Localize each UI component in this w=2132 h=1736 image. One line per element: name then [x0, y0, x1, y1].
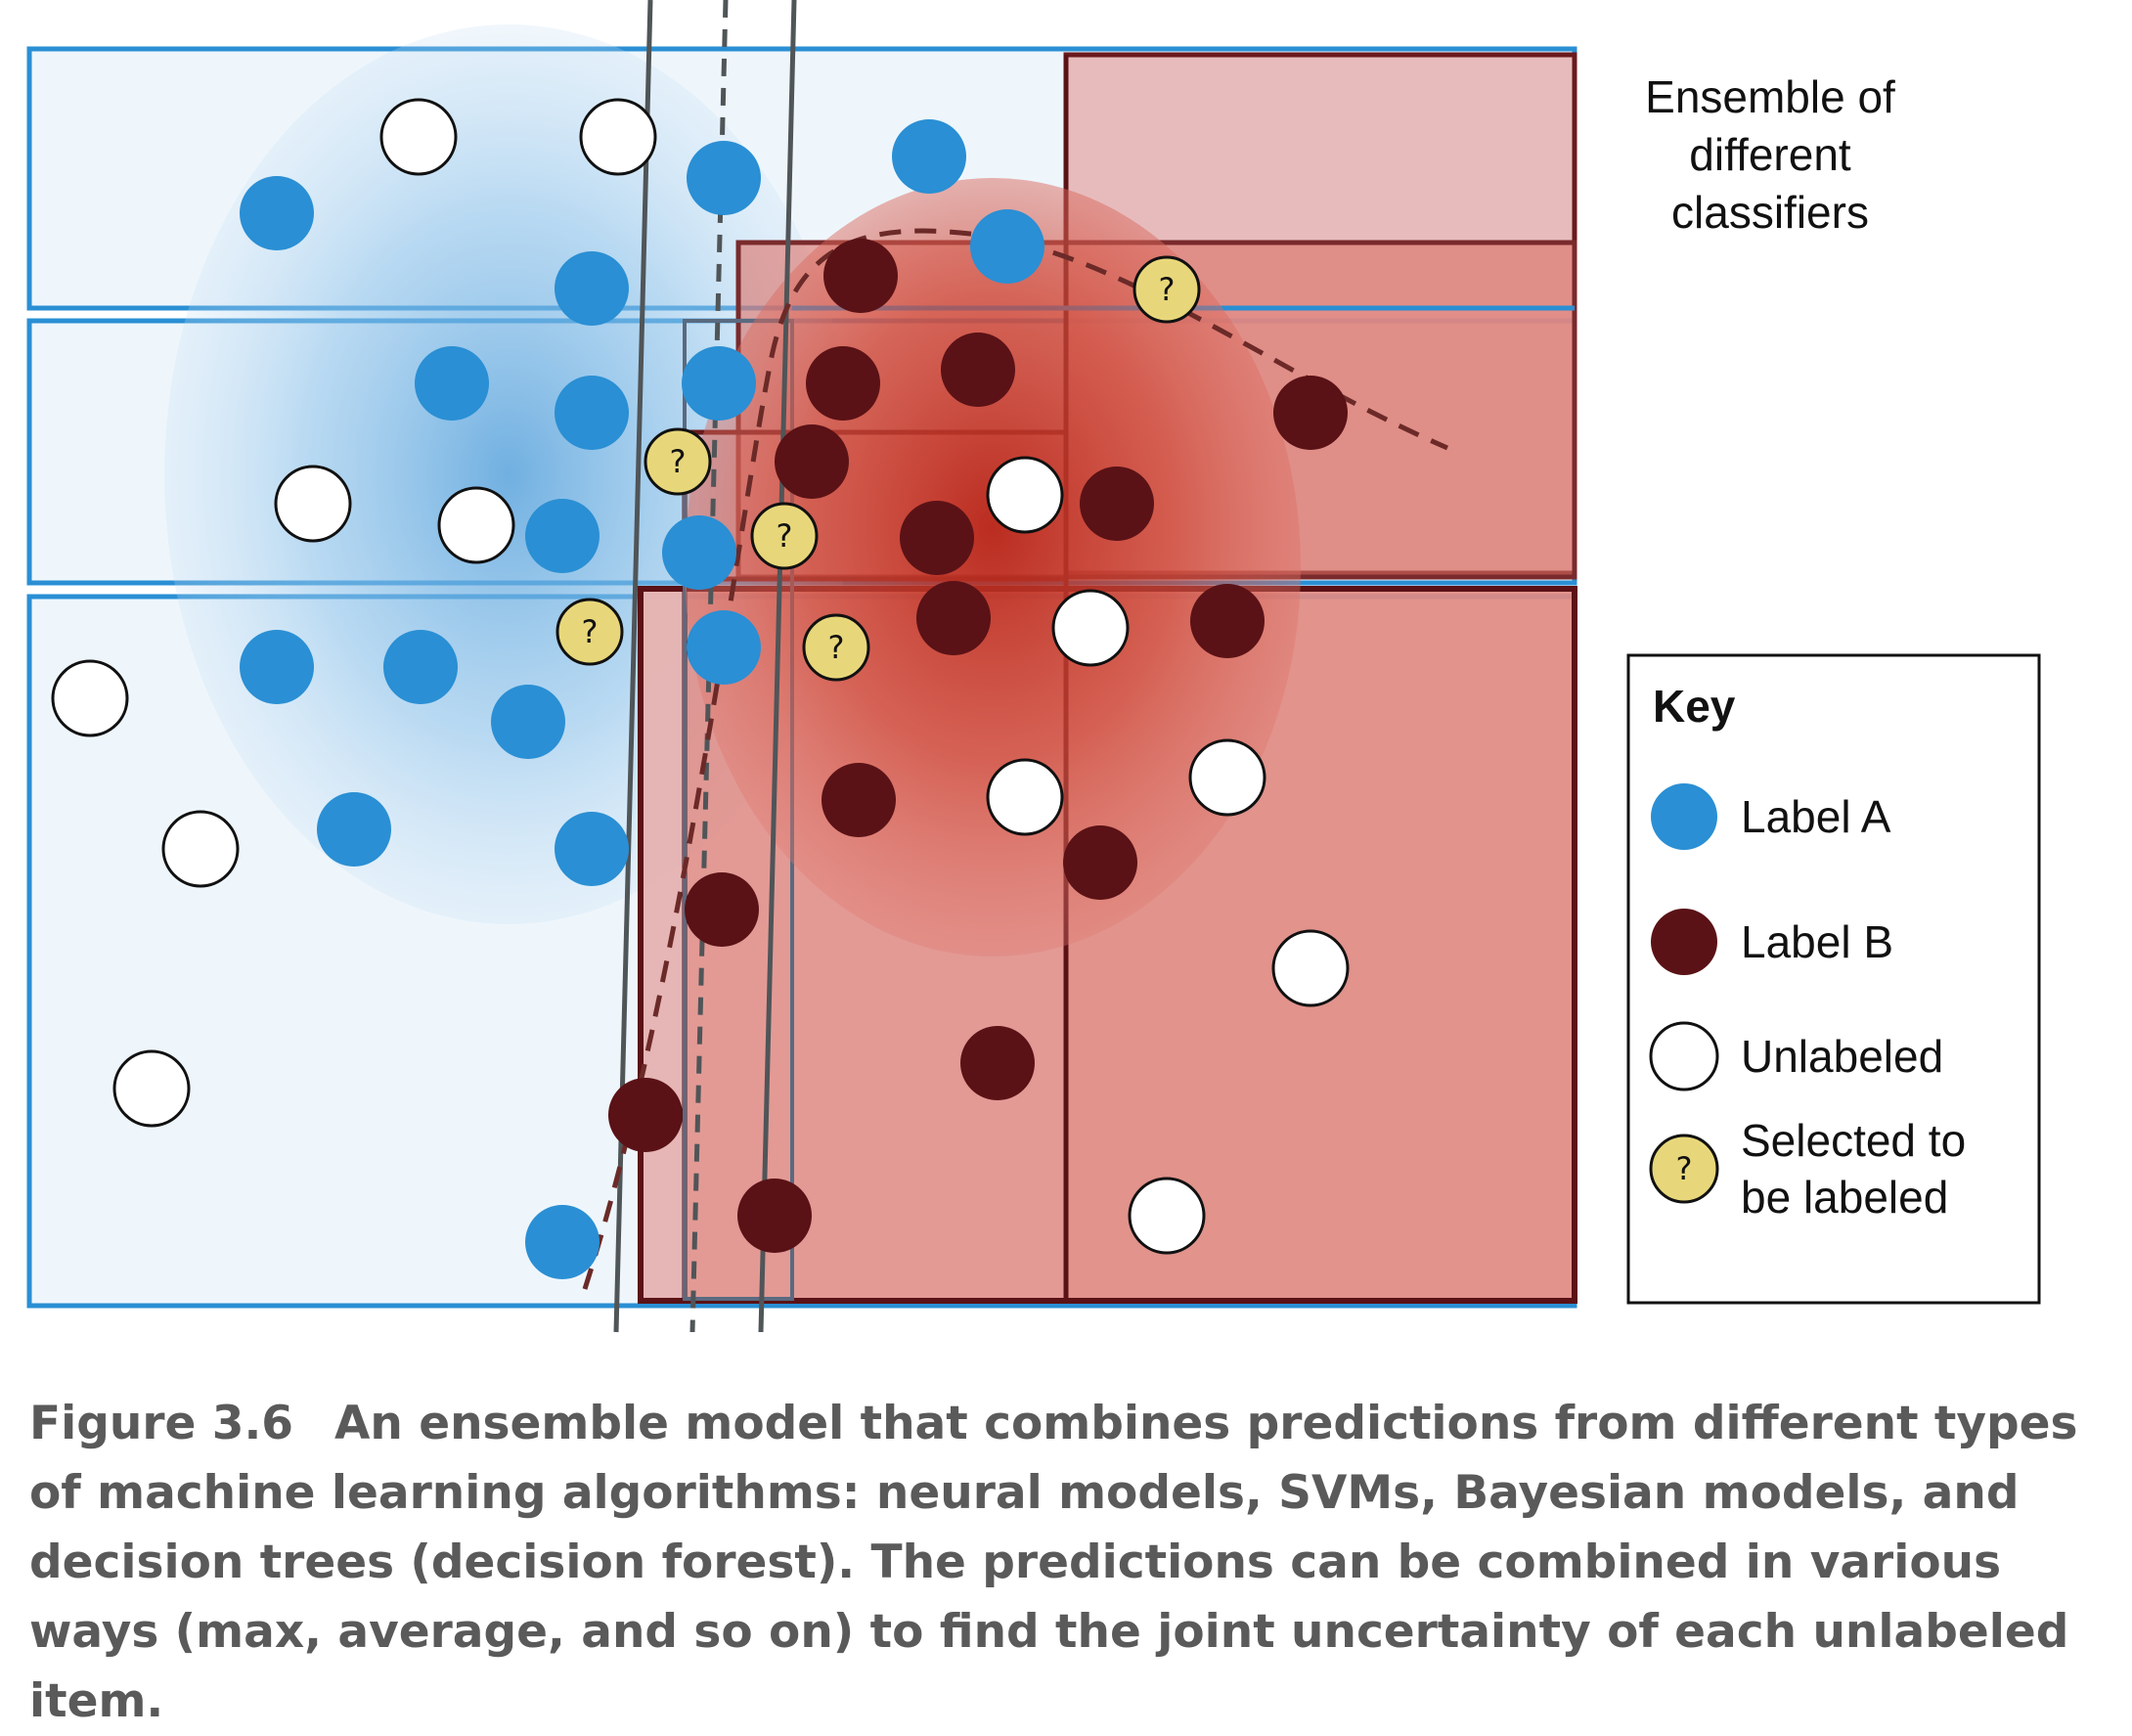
key-label: Label B [1741, 916, 1893, 967]
label-b-point [916, 581, 991, 655]
selected-point-mark: ? [1159, 271, 1176, 308]
label-a-point [491, 685, 565, 759]
unlabeled-point [274, 465, 352, 543]
label-a-point [525, 499, 600, 573]
label-b-point [960, 1026, 1035, 1100]
label-b-point [685, 872, 759, 947]
key-label-a-swatch [1651, 783, 1717, 850]
key-items: Label A Label B Unlabeled? Selected to be la… [1649, 783, 1966, 1223]
svm-margin-right [758, 0, 797, 1333]
label-b-point [1080, 467, 1154, 541]
label-a-point [662, 515, 736, 590]
label-a-point [240, 176, 314, 250]
label-a-point [240, 630, 314, 704]
red-region-strip [638, 586, 688, 1304]
key-label: be labeled [1741, 1172, 1948, 1223]
selected-point [644, 427, 712, 496]
key-title: Key [1653, 681, 1736, 732]
unlabeled-point [986, 758, 1064, 836]
selected-point-mark: ? [777, 517, 793, 555]
label-a-point [970, 209, 1044, 284]
unlabeled-point [579, 98, 657, 176]
unlabeled-point [161, 810, 240, 888]
ensemble-label-line: classifiers [1671, 187, 1869, 238]
label-a-point [555, 812, 629, 886]
label-b-point [608, 1078, 683, 1152]
figure-number: Figure 3.6 [29, 1397, 293, 1450]
label-b-point [775, 424, 849, 499]
label-b-point [1190, 584, 1265, 658]
figure-caption: Figure 3.6 An ensemble model that combine… [29, 1389, 2093, 1736]
unlabeled-point [379, 98, 458, 176]
key-box: Key Label A Label B Unlabeled? Selected to b… [1626, 653, 2041, 1305]
label-b-point [941, 333, 1015, 407]
label-a-point [555, 251, 629, 326]
label-a-point [415, 346, 489, 421]
key-selected-mark: ? [1676, 1150, 1693, 1187]
label-b-point [1063, 825, 1137, 900]
unlabeled-point [51, 659, 129, 737]
label-b-point [737, 1179, 812, 1253]
ensemble-figure: ????? Key Label A Label B Unlabeled? Select… [26, 0, 2078, 1728]
bayesian-boundary [582, 228, 1448, 1290]
selected-point [1133, 255, 1201, 324]
key-label-b-swatch [1651, 909, 1717, 975]
label-a-point [525, 1205, 600, 1279]
svm-hyperplane [689, 0, 729, 1333]
key-label: Unlabeled [1741, 1031, 1943, 1082]
label-b-point [1273, 376, 1348, 450]
selected-point [555, 598, 624, 666]
label-a-point [892, 119, 966, 194]
key-label: Selected to [1741, 1115, 1966, 1166]
unlabeled-point [437, 486, 515, 564]
key-frame [1626, 653, 2041, 1305]
label-b-point [900, 501, 974, 575]
unlabeled-point [112, 1049, 191, 1128]
caption-text: An ensemble model that combines predicti… [29, 1397, 2078, 1728]
key-unlabeled-swatch [1649, 1021, 1719, 1091]
label-a-point [317, 792, 391, 867]
selected-point-mark: ? [582, 613, 599, 650]
ensemble-label: Ensemble of different classifiers [1565, 68, 1976, 242]
label-a-point [383, 630, 458, 704]
key-label: Label A [1741, 791, 1891, 842]
selected-point [802, 613, 870, 682]
unlabeled-point [986, 456, 1064, 534]
ensemble-label-line: Ensemble of [1645, 71, 1895, 122]
unlabeled-point [1188, 738, 1266, 817]
label-b-point [822, 763, 896, 837]
unlabeled-point [1128, 1177, 1206, 1255]
label-b-point [806, 346, 880, 421]
key-selected-swatch [1649, 1134, 1719, 1204]
label-a-point [687, 610, 761, 685]
label-b-point [823, 239, 898, 313]
label-a-point [555, 376, 629, 450]
label-a-point [682, 346, 756, 421]
selected-point-mark: ? [828, 629, 845, 666]
ensemble-diagram: ????? Key Label A Label B Unlabeled? Select… [26, 0, 2041, 1333]
unlabeled-point [1051, 589, 1130, 667]
unlabeled-point [1271, 929, 1350, 1007]
ensemble-label-line: different [1689, 129, 1851, 180]
selected-point-mark: ? [670, 443, 687, 480]
selected-point [750, 502, 819, 570]
data-points: ????? [51, 98, 1350, 1279]
label-a-point [687, 141, 761, 215]
